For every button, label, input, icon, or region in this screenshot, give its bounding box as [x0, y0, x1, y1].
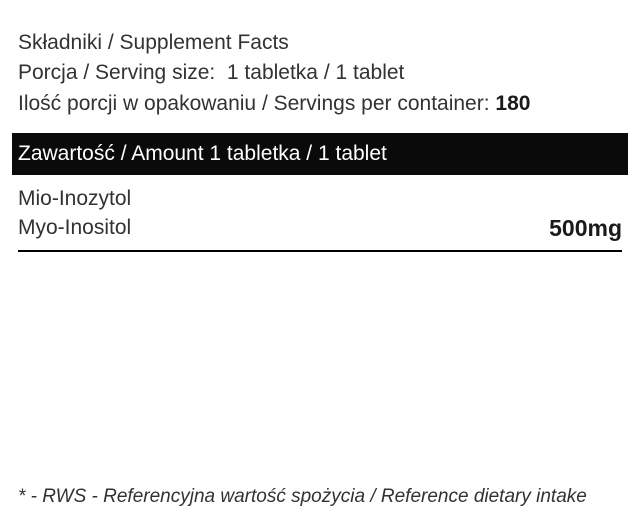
servings-per-container-line: Ilość porcji w opakowaniu / Servings per… [18, 89, 622, 119]
serving-size-label: Porcja / Serving size: [18, 61, 215, 84]
ingredient-name-en: Myo-Inositol [18, 214, 131, 242]
title-line: Składniki / Supplement Facts [18, 28, 622, 58]
footnote: * - RWS - Referencyjna wartość spożycia … [18, 486, 587, 508]
ingredient-name-pl: Mio-Inozytol [18, 185, 131, 213]
ingredient-row: Mio-Inozytol Myo-Inositol 500mg [18, 175, 622, 252]
ingredient-names: Mio-Inozytol Myo-Inositol [18, 185, 131, 242]
serving-size-line: Porcja / Serving size: 1 tabletka / 1 ta… [18, 58, 622, 88]
serving-size-value: 1 tabletka / 1 tablet [227, 61, 404, 84]
servings-per-container-label: Ilość porcji w opakowaniu / Servings per… [18, 92, 490, 115]
ingredient-amount: 500mg [549, 215, 622, 242]
amount-header-bar: Zawartość / Amount 1 tabletka / 1 tablet [12, 133, 628, 175]
servings-per-container-value: 180 [495, 92, 530, 115]
header-block: Składniki / Supplement Facts Porcja / Se… [18, 28, 622, 119]
